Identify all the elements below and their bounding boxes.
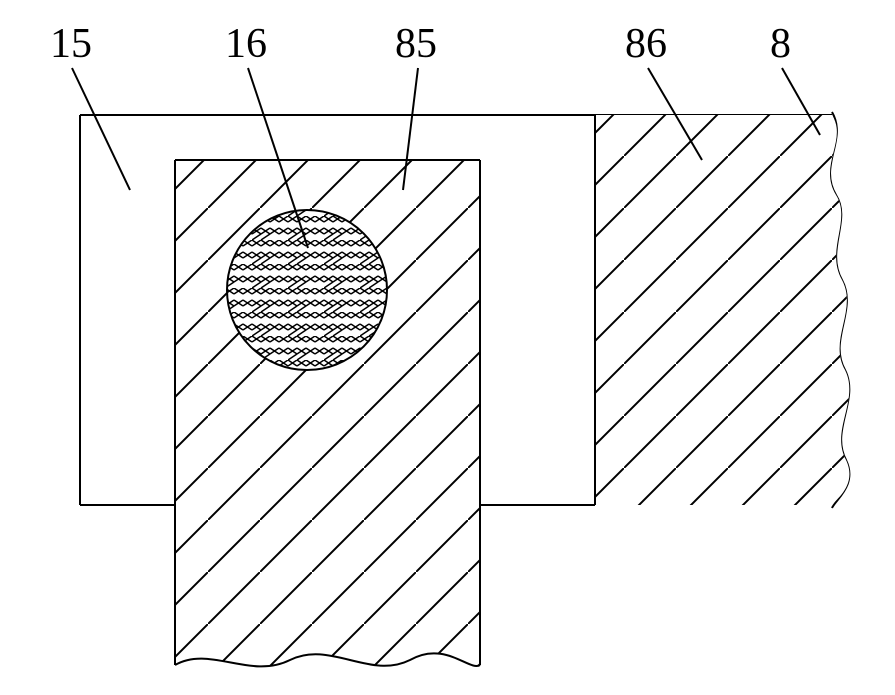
label-16: 16 xyxy=(225,20,267,68)
circle-16 xyxy=(227,210,387,370)
block-86 xyxy=(595,115,855,505)
label-85: 85 xyxy=(395,20,437,68)
label-15: 15 xyxy=(50,20,92,68)
diagram-svg xyxy=(0,0,895,695)
label-86: 86 xyxy=(625,20,667,68)
label-8: 8 xyxy=(770,20,791,68)
